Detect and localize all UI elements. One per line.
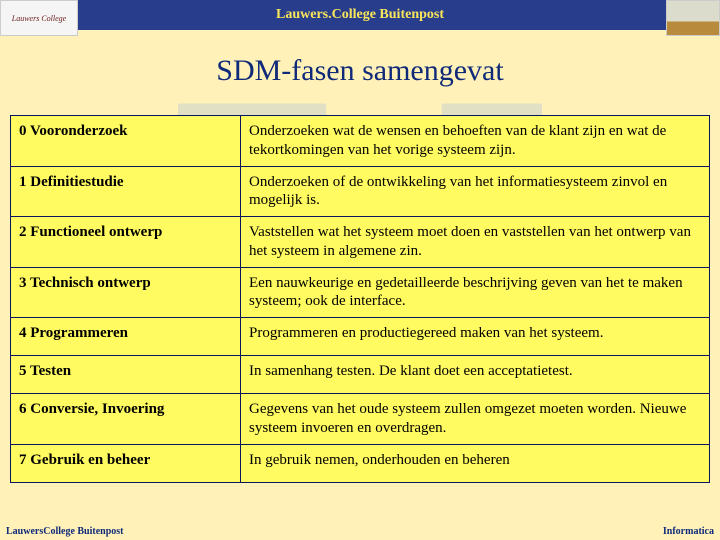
main-title: SDM-fasen samengevat	[0, 54, 720, 88]
sdm-table: 0 Vooronderzoek Onderzoeken wat de wense…	[10, 115, 710, 483]
footer-left: LauwersCollege Buitenpost	[6, 526, 124, 537]
header-logo-right	[666, 0, 720, 36]
table-row: 4 Programmeren Programmeren en productie…	[11, 318, 710, 356]
table-row: 6 Conversie, Invoering Gegevens van het …	[11, 394, 710, 445]
footer: LauwersCollege Buitenpost Informatica	[0, 522, 720, 540]
table-row: 1 Definitiestudie Onderzoeken of de ontw…	[11, 166, 710, 217]
desc-cell: In samenhang testen. De klant doet een a…	[241, 356, 710, 394]
table-row: 3 Technisch ontwerp Een nauwkeurige en g…	[11, 267, 710, 318]
phase-cell: 7 Gebruik en beheer	[11, 444, 241, 482]
table-row: 2 Functioneel ontwerp Vaststellen wat he…	[11, 217, 710, 268]
desc-cell: Een nauwkeurige en gedetailleerde beschr…	[241, 267, 710, 318]
header-logo-left: Lauwers College	[0, 0, 78, 36]
desc-cell: Programmeren en productiegereed maken va…	[241, 318, 710, 356]
desc-cell: Onderzoeken of de ontwikkeling van het i…	[241, 166, 710, 217]
table-row: 7 Gebruik en beheer In gebruik nemen, on…	[11, 444, 710, 482]
table-row: 5 Testen In samenhang testen. De klant d…	[11, 356, 710, 394]
desc-cell: Onderzoeken wat de wensen en behoeften v…	[241, 116, 710, 167]
phase-cell: 5 Testen	[11, 356, 241, 394]
phase-cell: 1 Definitiestudie	[11, 166, 241, 217]
phase-cell: 2 Functioneel ontwerp	[11, 217, 241, 268]
desc-cell: In gebruik nemen, onderhouden en beheren	[241, 444, 710, 482]
footer-right: Informatica	[663, 526, 714, 537]
header-bar: Lauwers.College Buitenpost	[0, 0, 720, 30]
desc-cell: Vaststellen wat het systeem moet doen en…	[241, 217, 710, 268]
table-row: 0 Vooronderzoek Onderzoeken wat de wense…	[11, 116, 710, 167]
phase-cell: 4 Programmeren	[11, 318, 241, 356]
phase-cell: 3 Technisch ontwerp	[11, 267, 241, 318]
desc-cell: Gegevens van het oude systeem zullen omg…	[241, 394, 710, 445]
phase-cell: 6 Conversie, Invoering	[11, 394, 241, 445]
phase-cell: 0 Vooronderzoek	[11, 116, 241, 167]
header-title: Lauwers.College Buitenpost	[276, 7, 444, 23]
